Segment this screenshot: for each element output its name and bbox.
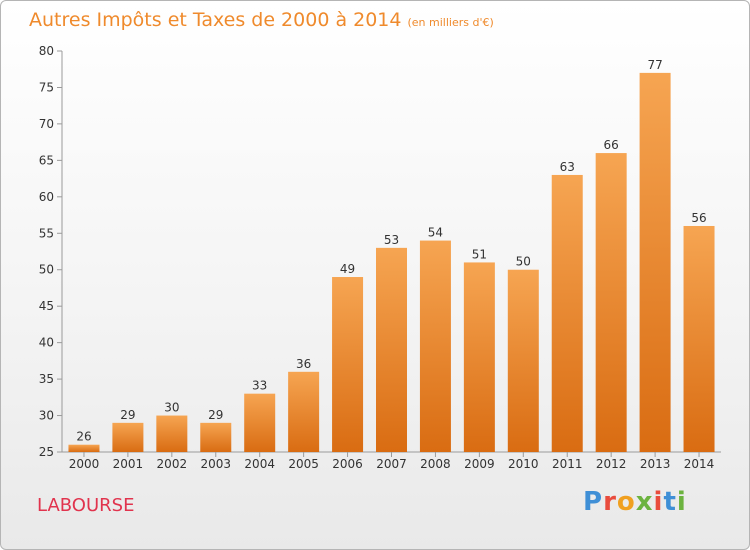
- bar: [244, 393, 276, 452]
- bar: [419, 240, 451, 452]
- bar: [200, 422, 232, 452]
- logo-letter: x: [635, 487, 654, 517]
- chart-title: Autres Impôts et Taxes de 2000 à 2014 (en…: [29, 9, 494, 31]
- bar: [288, 371, 320, 452]
- data-label: 36: [296, 357, 311, 371]
- y-tick-label: 75: [39, 80, 54, 94]
- y-tick-label: 50: [39, 263, 54, 277]
- data-label: 66: [604, 138, 619, 152]
- x-tick-label: 2006: [332, 457, 363, 471]
- bar: [332, 277, 364, 452]
- data-label: 26: [76, 430, 91, 444]
- data-label: 29: [208, 408, 223, 422]
- x-tick-label: 2012: [596, 457, 627, 471]
- bar: [683, 225, 715, 452]
- logo-letter: r: [603, 487, 617, 517]
- x-tick-label: 2001: [113, 457, 144, 471]
- data-label: 29: [120, 408, 135, 422]
- bar: [376, 247, 407, 452]
- x-tick-label: 2000: [69, 457, 100, 471]
- x-tick-label: 2014: [684, 457, 715, 471]
- bar: [507, 269, 539, 452]
- data-label: 53: [384, 233, 399, 247]
- data-label: 56: [691, 211, 706, 225]
- logo-letter: i: [676, 487, 687, 517]
- data-label: 49: [340, 262, 355, 276]
- x-tick-label: 2007: [376, 457, 407, 471]
- chart-unit: (en milliers d'€): [407, 16, 494, 29]
- x-tick-label: 2013: [640, 457, 671, 471]
- logo-letter: i: [653, 487, 664, 517]
- y-tick-label: 40: [39, 336, 54, 350]
- place-name: LABOURSE: [37, 495, 135, 516]
- x-tick-label: 2004: [244, 457, 275, 471]
- bar: [639, 72, 671, 452]
- bar: [463, 262, 495, 452]
- logo-letter: t: [663, 487, 677, 517]
- y-tick-label: 70: [39, 117, 54, 131]
- data-label: 63: [560, 160, 575, 174]
- data-label: 33: [252, 379, 267, 393]
- x-tick-label: 2003: [200, 457, 231, 471]
- x-tick-label: 2005: [288, 457, 319, 471]
- x-tick-label: 2009: [464, 457, 495, 471]
- y-tick-label: 30: [39, 409, 54, 423]
- y-tick-label: 80: [39, 44, 54, 58]
- x-tick-label: 2002: [157, 457, 188, 471]
- x-tick-label: 2010: [508, 457, 539, 471]
- y-tick-label: 25: [39, 445, 54, 459]
- proxiti-logo: Proxiti: [583, 487, 687, 517]
- y-tick-label: 60: [39, 190, 54, 204]
- data-label: 30: [164, 401, 179, 415]
- data-label: 50: [516, 255, 531, 269]
- data-label: 51: [472, 247, 487, 261]
- logo-letter: P: [583, 487, 604, 517]
- y-tick-label: 65: [39, 153, 54, 167]
- bars: [68, 72, 715, 453]
- data-labels: 26 29 30 29 33 36 49 53 54 51 50 63 66 77 56: [76, 58, 706, 444]
- chart-title-text: Autres Impôts et Taxes de 2000 à 2014: [29, 9, 402, 31]
- y-tick-label: 45: [39, 299, 54, 313]
- y-tick-label: 35: [39, 372, 54, 386]
- x-tick-label: 2011: [552, 457, 583, 471]
- x-tick-label: 2008: [420, 457, 451, 471]
- bar: [551, 174, 583, 453]
- logo-letter: o: [616, 487, 636, 517]
- bar: [112, 422, 144, 452]
- bar: [68, 444, 100, 452]
- bar: [595, 153, 627, 452]
- data-label: 77: [647, 58, 662, 72]
- bar: [156, 415, 188, 452]
- data-label: 54: [428, 226, 443, 240]
- y-tick-label: 55: [39, 226, 54, 240]
